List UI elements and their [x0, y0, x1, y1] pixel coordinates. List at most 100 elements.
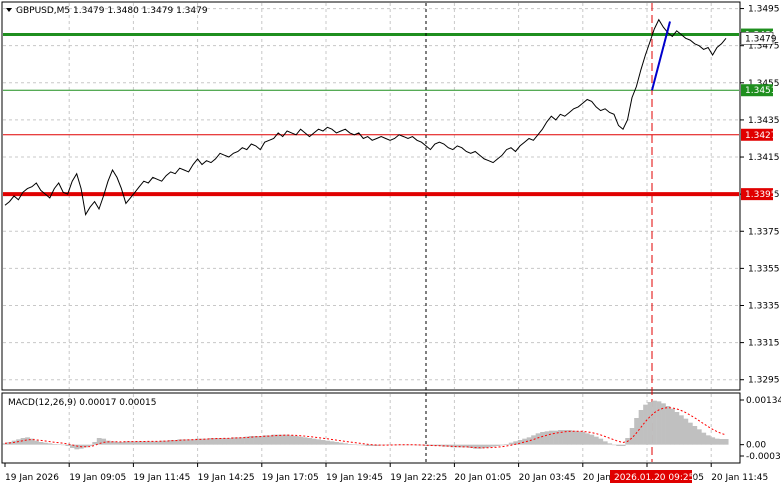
macd-histogram-bar [181, 439, 187, 445]
macd-histogram-bar [535, 433, 541, 445]
price-tick-label: 1.3315 [748, 339, 780, 349]
macd-histogram-bar [661, 403, 666, 445]
macd-histogram-bar [105, 440, 111, 445]
macd-histogram-bar [710, 437, 716, 445]
macd-histogram-bar [687, 422, 693, 445]
macd-histogram-bar [29, 438, 35, 445]
level-lines [3, 33, 739, 197]
macd-histogram-bar [562, 430, 568, 445]
macd-histogram-bar [338, 442, 344, 445]
macd-plot-frame [1, 392, 741, 464]
macd-histogram-bar [356, 444, 362, 446]
macd-tick-label: 0.00 [746, 441, 766, 451]
main-plot-frame [1, 1, 741, 391]
price-tick-label: 1.3375 [748, 227, 780, 237]
time-tick-label: 19 Jan 09:05 [69, 473, 126, 483]
macd-histogram-bar [128, 441, 133, 445]
macd-histogram-bar [2, 443, 8, 445]
macd-histogram-bar [567, 430, 572, 445]
macd-histogram-bar [723, 439, 729, 445]
highlight-time-tag-bg [610, 470, 692, 483]
time-tick-label: 19 Jan 14:25 [198, 473, 255, 483]
macd-histogram-bar [647, 402, 653, 445]
macd-axis: 0.00134 0.00-0.00034 [740, 396, 781, 462]
macd-histogram-bar [477, 444, 483, 449]
macd-histogram-bar [455, 444, 460, 448]
macd-histogram-bar [275, 434, 281, 445]
macd-histogram-bar [334, 442, 339, 445]
macd-histogram-bar [670, 408, 675, 445]
macd-histogram-bar [343, 443, 348, 445]
trend-line [651, 21, 671, 91]
macd-histogram-bar [123, 441, 129, 445]
macd-indicator [2, 400, 729, 450]
time-tick-label: 19 Jan 17:05 [262, 473, 319, 483]
macd-tick-label: -0.00034 [746, 452, 781, 462]
macd-histogram-bar [683, 418, 689, 445]
time-tick-label: 20 Jan 11:45 [711, 473, 768, 483]
macd-histogram-bar [177, 439, 183, 445]
macd-histogram-bar [266, 435, 272, 445]
macd-histogram-bar [38, 442, 44, 445]
macd-histogram-bar [450, 444, 456, 448]
macd-histogram-bar [464, 444, 469, 448]
macd-histogram-bar [280, 434, 286, 445]
macd-histogram-bar [423, 444, 429, 446]
macd-histogram-bar [258, 436, 263, 445]
macd-histogram-bar [696, 429, 702, 445]
price-tick-label: 1.3495 [748, 5, 780, 15]
macd-histogram-bar [571, 430, 577, 445]
macd-histogram-bar [495, 444, 501, 446]
macd-histogram-bar [347, 444, 353, 445]
macd-histogram-bar [114, 442, 120, 445]
level-tag-bg [741, 84, 773, 97]
macd-histogram-bar [374, 444, 380, 446]
macd-histogram-bar [226, 438, 232, 445]
level-tag-label: 1.3451 [745, 86, 777, 96]
trend-arrow-line [651, 21, 671, 91]
macd-histogram-bar [204, 438, 210, 445]
macd-histogram-bar [540, 432, 545, 445]
price-line [4, 18, 727, 217]
price-tick-label: 1.3295 [748, 376, 780, 386]
macd-histogram-bar [369, 444, 375, 446]
macd-histogram-bar [526, 437, 532, 445]
current-price-tag-label: 1.3479 [745, 34, 777, 44]
price-tick-label: 1.3475 [748, 42, 780, 52]
macd-histogram-bar [486, 444, 492, 448]
price-tick-label: 1.3455 [748, 79, 780, 89]
macd-histogram-bar [643, 404, 648, 445]
macd-histogram-bar [253, 436, 259, 445]
macd-histogram-bar [589, 434, 595, 445]
macd-histogram-bar [25, 437, 30, 445]
macd-histogram-bar [87, 444, 93, 446]
macd-histogram-bar [629, 428, 635, 445]
macd-histogram-bar [665, 406, 671, 445]
macd-signal-line [4, 407, 727, 449]
macd-histogram-bar [517, 440, 523, 445]
macd-histogram-bar [701, 432, 707, 445]
macd-histogram-bar [652, 400, 657, 445]
macd-histogram-bar [119, 442, 124, 445]
macd-histogram-bar [249, 436, 254, 445]
macd-histogram-bar [714, 438, 720, 445]
price-tick-label: 1.3435 [748, 116, 780, 126]
macd-histogram-bar [311, 438, 317, 445]
macd-histogram-bar [163, 440, 169, 445]
macd-histogram-bar [307, 438, 313, 445]
macd-histogram-bar [584, 433, 590, 445]
macd-histogram-bar [378, 444, 384, 446]
macd-histogram-bar [361, 444, 366, 446]
level-tag-label: 1.3395 [745, 190, 777, 200]
macd-histogram-bar [531, 435, 536, 445]
symbol-dropdown-icon[interactable] [6, 8, 12, 12]
macd-histogram-bar [302, 437, 308, 445]
macd-histogram-bar [235, 437, 241, 445]
macd-histogram-bar [419, 444, 425, 446]
macd-histogram-bar [544, 431, 550, 445]
macd-histogram-bar [168, 440, 174, 445]
macd-histogram-bar [52, 444, 57, 445]
macd-histogram-bar [490, 444, 496, 447]
time-tick-label: 20 Jan 01:05 [454, 473, 511, 483]
